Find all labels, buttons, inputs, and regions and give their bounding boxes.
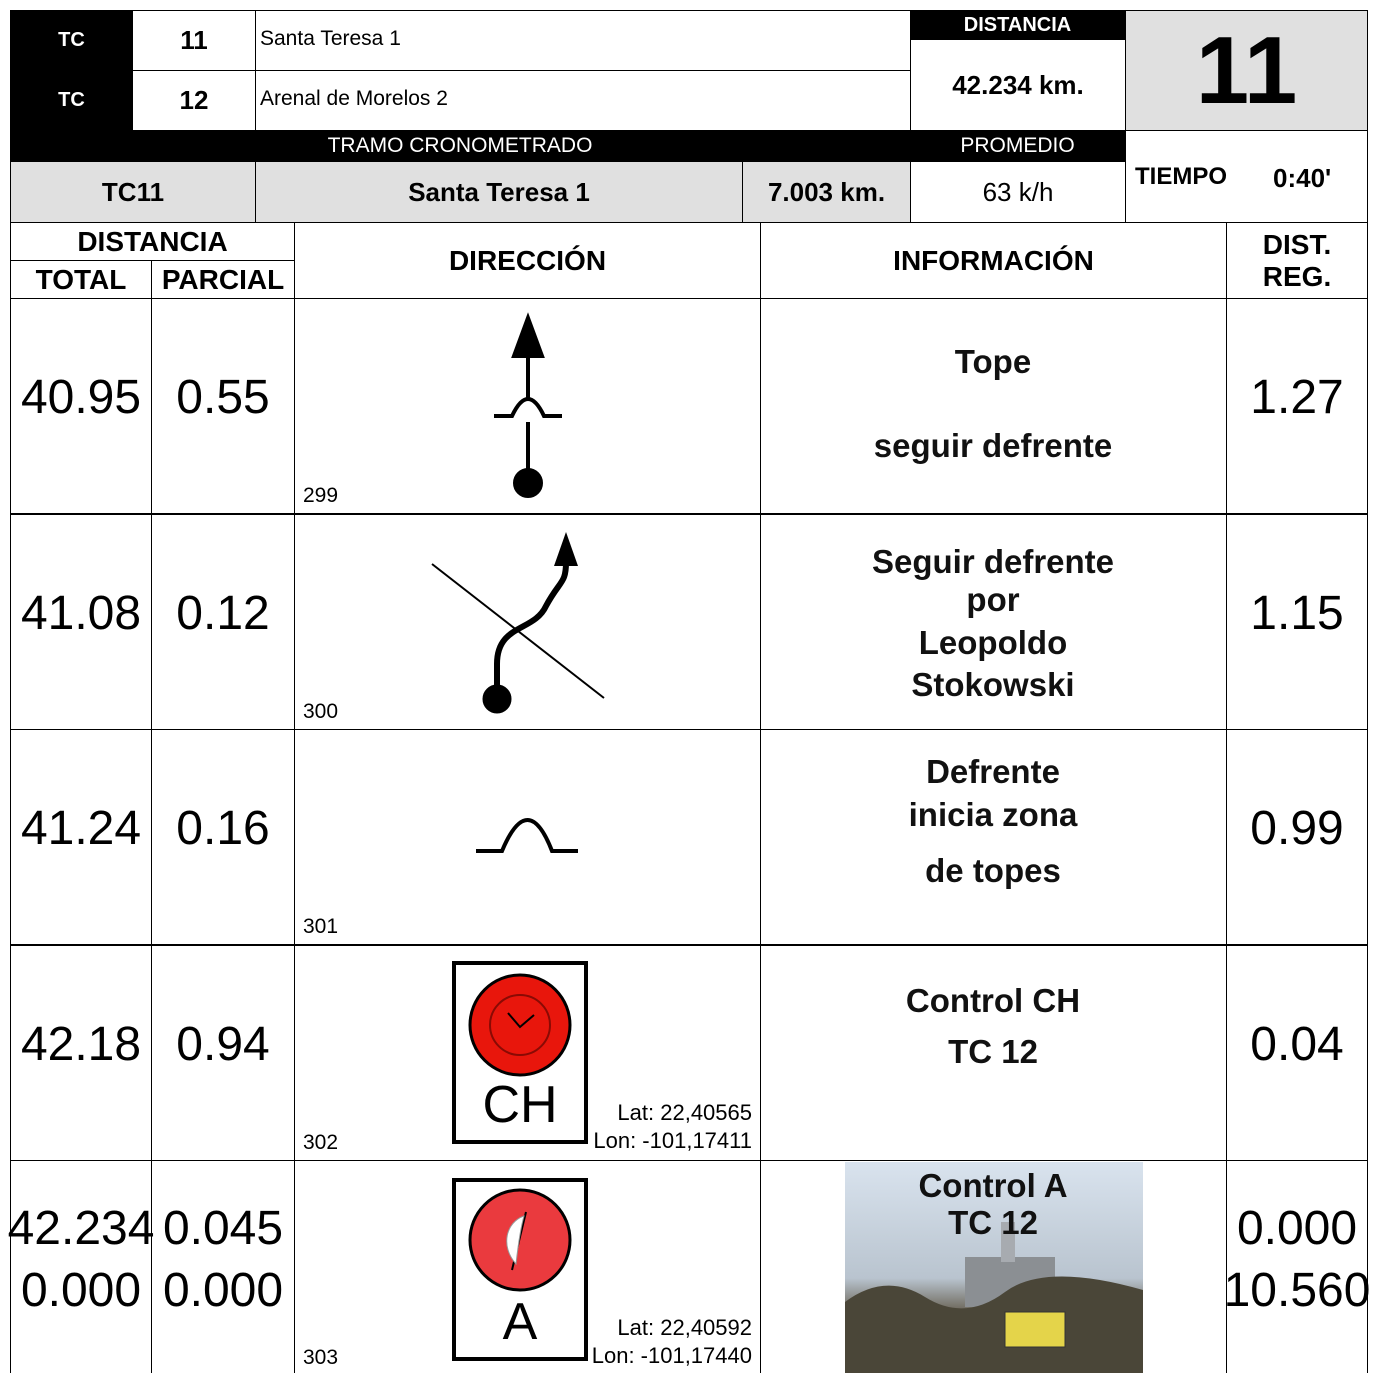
info-line: inicia zona	[908, 796, 1078, 833]
photo	[845, 1162, 1143, 1373]
tc-name: Arenal de Morelos 2	[255, 70, 911, 131]
tc-label: TC	[10, 70, 133, 130]
dist-reg: 0.99	[1250, 802, 1344, 855]
latitude: Lat: 22,40592	[617, 1315, 752, 1340]
waypoint-number: 303	[303, 1346, 339, 1369]
icon-text: A	[502, 1293, 538, 1351]
promedio-label: PROMEDIO	[910, 130, 1125, 162]
distance-partial: 0.55	[176, 371, 270, 424]
tc-number: 11	[132, 10, 256, 71]
tramo-distance: 7.003 km.	[742, 161, 911, 223]
dist-reg: 10.560	[1223, 1264, 1371, 1317]
distance-partial: 0.000	[162, 1264, 284, 1317]
dist-reg: 1.27	[1250, 371, 1344, 424]
info-line: TC 12	[948, 1204, 1038, 1241]
distance-partial: 0.045	[162, 1202, 284, 1255]
col-direccion: DIRECCIÓN	[294, 222, 761, 299]
tulip-icon	[476, 818, 578, 853]
waypoint-number: 300	[303, 700, 339, 723]
promedio-value: 63 k/h	[910, 161, 1126, 223]
cell	[1226, 1160, 1368, 1373]
info-line: Defrente	[926, 753, 1060, 790]
distance-total: 42.234	[7, 1202, 155, 1255]
dist-reg: 1.15	[1250, 587, 1344, 640]
col-total: TOTAL	[10, 260, 152, 299]
tc-code: TC11	[10, 161, 256, 223]
icon-text: CH	[482, 1076, 558, 1134]
distance-total: 40.95	[20, 371, 142, 424]
info-line: TC 12	[948, 1033, 1038, 1070]
latitude: Lat: 22,40565	[617, 1100, 752, 1125]
distance-total: 42.18	[20, 1018, 142, 1071]
info-line: de topes	[925, 852, 1061, 889]
col-informacion: INFORMACIÓN	[760, 222, 1227, 299]
longitude: Lon: -101,17411	[593, 1128, 752, 1153]
distance-partial: 0.16	[176, 802, 270, 855]
info-line: Control CH	[905, 982, 1081, 1019]
info-line: Tope	[954, 343, 1032, 380]
distance-partial: 0.94	[176, 1018, 270, 1071]
tramo-label: TRAMO CRONOMETRADO	[255, 130, 665, 162]
waypoint-number: 302	[303, 1131, 339, 1154]
distance-total: 41.08	[20, 587, 142, 640]
info-line: Stokowski	[911, 666, 1075, 703]
tulip-icon	[494, 312, 562, 498]
tc-name: Santa Teresa 1	[255, 10, 911, 71]
control-ch-icon	[452, 961, 588, 1144]
cell	[760, 298, 1227, 514]
dist-reg: 0.000	[1236, 1202, 1358, 1255]
info-line: Seguir defrente	[871, 543, 1115, 580]
distance-partial: 0.12	[176, 587, 270, 640]
distance-total: 0.000	[20, 1264, 142, 1317]
tiempo-label: TIEMPO	[1135, 163, 1228, 190]
cell	[1226, 729, 1368, 945]
waypoint-number: 301	[303, 915, 339, 938]
info-line: Leopoldo	[918, 624, 1068, 661]
dist-reg: 0.04	[1250, 1018, 1344, 1071]
distance-total: 41.24	[20, 802, 142, 855]
page-number: 11	[1125, 10, 1368, 131]
info-line: por	[966, 581, 1020, 618]
tiempo-value: 0:40'	[1273, 163, 1332, 193]
longitude: Lon: -101,17440	[591, 1343, 752, 1368]
tc-number: 12	[132, 70, 256, 131]
tc-label: TC	[10, 10, 133, 70]
col-dist-reg: DIST. REG.	[1226, 222, 1368, 299]
tramo-name: Santa Teresa 1	[255, 161, 743, 223]
col-parcial: PARCIAL	[151, 260, 295, 299]
col-distancia: DISTANCIA	[10, 222, 295, 261]
cell	[1226, 298, 1368, 514]
info-line: seguir defrente	[873, 427, 1113, 464]
tulip-icon	[431, 532, 605, 714]
info-line: Control A	[918, 1167, 1068, 1204]
control-a-icon	[452, 1178, 588, 1361]
distancia-label: DISTANCIA	[910, 10, 1125, 40]
distancia-value: 42.234 km.	[910, 39, 1126, 131]
waypoint-number: 299	[303, 484, 339, 507]
